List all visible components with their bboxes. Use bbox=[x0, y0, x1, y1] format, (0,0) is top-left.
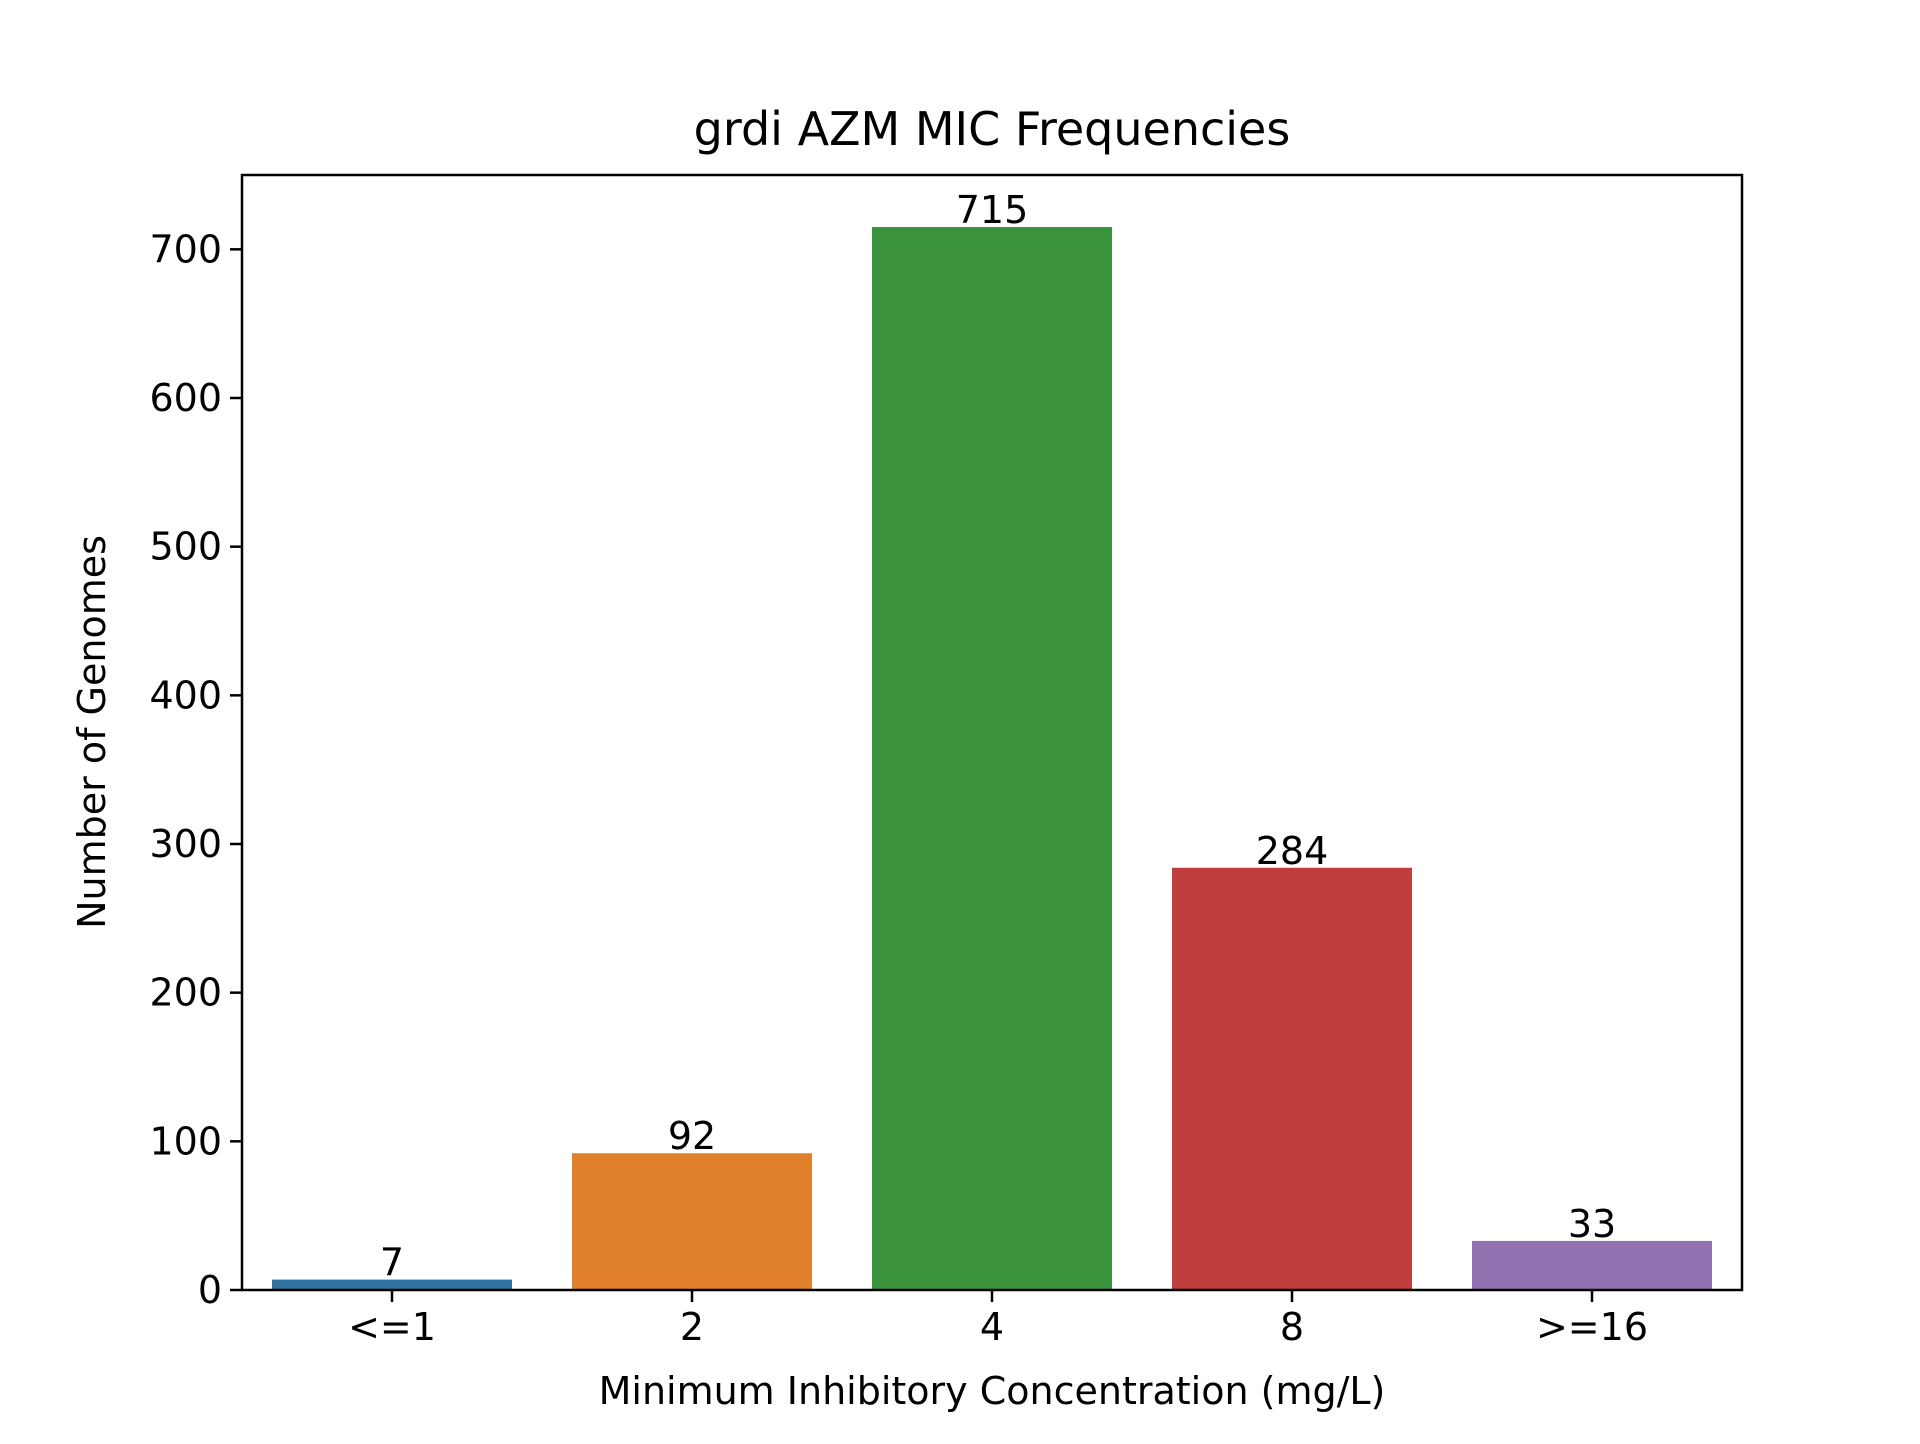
y-tick-label-2: 200 bbox=[149, 971, 222, 1015]
y-tick-label-5: 500 bbox=[149, 525, 222, 569]
bars-layer bbox=[272, 227, 1712, 1291]
x-tick-label-4: >=16 bbox=[1536, 1305, 1648, 1349]
data-label-3: 284 bbox=[1256, 829, 1329, 873]
x-tick-label-2: 4 bbox=[980, 1305, 1004, 1349]
x-tick-label-1: 2 bbox=[680, 1305, 704, 1349]
bar-2 bbox=[872, 227, 1112, 1291]
data-label-0: 7 bbox=[380, 1241, 404, 1285]
data-labels-layer: 7 92 715 284 33 bbox=[380, 188, 1616, 1285]
bar-1 bbox=[572, 1153, 812, 1290]
data-label-2: 715 bbox=[956, 188, 1029, 232]
x-tick-label-0: <=1 bbox=[348, 1305, 436, 1349]
y-tick-label-6: 600 bbox=[149, 376, 222, 420]
bar-0 bbox=[272, 1279, 512, 1290]
y-tick-label-7: 700 bbox=[149, 227, 222, 271]
data-label-1: 92 bbox=[668, 1114, 716, 1158]
data-label-4: 33 bbox=[1568, 1202, 1616, 1246]
x-axis: <=1 2 4 8 >=16 bbox=[348, 1290, 1648, 1349]
bar-4 bbox=[1472, 1240, 1712, 1290]
y-axis: 0 100 200 300 400 500 600 700 bbox=[149, 227, 242, 1312]
y-tick-label-0: 0 bbox=[198, 1268, 222, 1312]
y-tick-label-4: 400 bbox=[149, 673, 222, 717]
y-tick-label-3: 300 bbox=[149, 822, 222, 866]
y-axis-label: Number of Genomes bbox=[70, 535, 114, 929]
x-tick-label-3: 8 bbox=[1280, 1305, 1304, 1349]
bar-3 bbox=[1172, 867, 1412, 1290]
x-axis-label: Minimum Inhibitory Concentration (mg/L) bbox=[599, 1369, 1386, 1413]
y-tick-label-1: 100 bbox=[149, 1119, 222, 1163]
chart-title: grdi AZM MIC Frequencies bbox=[694, 102, 1291, 156]
